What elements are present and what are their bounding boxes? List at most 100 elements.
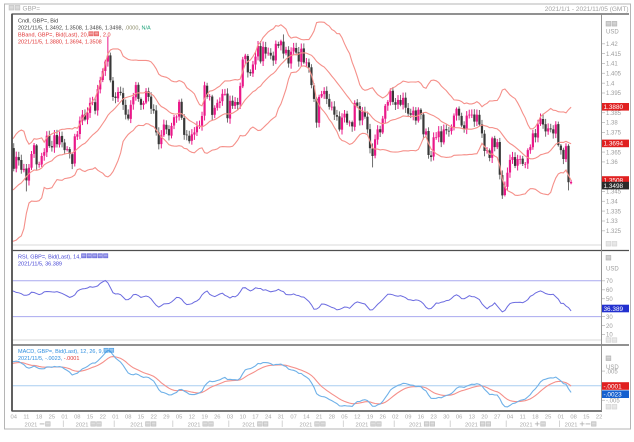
svg-text:MACD, GBP=, Bid(Last), 12, 26,: MACD, GBP=, Bid(Last), 12, 26, 9, (18, 349, 104, 355)
svg-text:09: 09 (405, 415, 411, 421)
svg-text:-.005: -.005 (606, 399, 620, 405)
svg-text:70: 70 (606, 279, 613, 285)
svg-text:1.3880: 1.3880 (604, 104, 624, 111)
svg-text:2021: 2021 (130, 423, 143, 429)
svg-text:1.3498: 1.3498 (604, 183, 624, 190)
svg-text:50: 50 (606, 297, 613, 303)
svg-text:1.4: 1.4 (606, 81, 615, 87)
svg-text:2021: 2021 (356, 423, 369, 429)
svg-text:1.365: 1.365 (606, 150, 622, 156)
svg-text:USD: USD (606, 365, 619, 371)
svg-text:1.3694: 1.3694 (604, 141, 624, 148)
svg-text:1.415: 1.415 (606, 52, 622, 58)
svg-text:BBand, GBP=, Bid(Last), 20,: BBand, GBP=, Bid(Last), 20, (18, 32, 89, 38)
svg-text:17: 17 (252, 415, 258, 421)
svg-text:2021/11/5, -.0023, -.0001: 2021/11/5, -.0023, -.0001 (18, 356, 79, 362)
svg-text:1.405: 1.405 (606, 72, 622, 78)
svg-text:11: 11 (23, 415, 29, 421)
svg-text:26: 26 (214, 415, 220, 421)
svg-text:29: 29 (163, 415, 169, 421)
svg-text:20: 20 (606, 324, 613, 330)
svg-text:24: 24 (265, 415, 272, 421)
svg-text:2021/11/5, 1.3880, 1.3694, 1.3: 2021/11/5, 1.3880, 1.3694, 1.3508 (18, 39, 102, 45)
svg-text:01: 01 (112, 415, 118, 421)
svg-text:2021/11/5, 36.389: 2021/11/5, 36.389 (18, 261, 62, 267)
svg-text:30: 30 (443, 415, 449, 421)
svg-text:1.34: 1.34 (606, 200, 618, 206)
svg-text:21: 21 (316, 415, 322, 421)
svg-text:RSI, GBP=, Bid(Last), 14,: RSI, GBP=, Bid(Last), 14, (18, 254, 81, 260)
svg-text:36.389: 36.389 (604, 306, 624, 313)
svg-text:60: 60 (606, 288, 613, 294)
svg-text:1.385: 1.385 (606, 111, 622, 117)
svg-text:2021: 2021 (242, 423, 255, 429)
svg-text:1.42: 1.42 (606, 42, 618, 48)
svg-text:2021: 2021 (188, 423, 201, 429)
svg-text:04: 04 (507, 415, 514, 421)
svg-text:-.0023: -.0023 (604, 392, 623, 399)
svg-text:1.38: 1.38 (606, 121, 618, 127)
svg-text:2021/1/1 - 2021/11/05 (GMT): 2021/1/1 - 2021/11/05 (GMT) (545, 6, 629, 13)
svg-text:06: 06 (456, 415, 462, 421)
svg-text:12: 12 (189, 415, 195, 421)
svg-text:2021: 2021 (465, 423, 478, 429)
svg-text:1.395: 1.395 (606, 91, 622, 97)
svg-text:15: 15 (87, 415, 93, 421)
svg-text:.005: .005 (606, 369, 618, 375)
svg-text:16: 16 (418, 415, 424, 421)
svg-text:1.3508: 1.3508 (604, 177, 624, 184)
svg-text:22: 22 (596, 415, 602, 421)
svg-text:18: 18 (36, 415, 42, 421)
svg-text:11: 11 (520, 415, 526, 421)
svg-text:10: 10 (239, 415, 245, 421)
svg-text:22: 22 (100, 415, 106, 421)
svg-text:GBP=: GBP= (23, 6, 41, 13)
svg-text:Cndl, GBP=, Bid: Cndl, GBP=, Bid (18, 18, 58, 24)
svg-text:2021: 2021 (409, 423, 422, 429)
svg-text:1.36: 1.36 (606, 160, 618, 166)
svg-text:01: 01 (61, 415, 67, 421)
svg-text:15: 15 (583, 415, 589, 421)
svg-text:31: 31 (278, 415, 284, 421)
svg-text:2021: 2021 (520, 423, 533, 429)
svg-text:1.345: 1.345 (606, 190, 622, 196)
svg-text:13: 13 (469, 415, 475, 421)
svg-text:1.325: 1.325 (606, 229, 622, 235)
svg-text:02: 02 (392, 415, 398, 421)
svg-text:07: 07 (290, 415, 296, 421)
svg-text:30: 30 (606, 315, 613, 321)
svg-text:23: 23 (430, 415, 436, 421)
svg-text:2021: 2021 (25, 423, 38, 429)
svg-text:2021: 2021 (300, 423, 313, 429)
svg-text:08: 08 (74, 415, 80, 421)
svg-text:-.0001: -.0001 (604, 383, 623, 390)
svg-text:04: 04 (10, 415, 17, 421)
svg-text:12: 12 (354, 415, 360, 421)
svg-text:08: 08 (125, 415, 131, 421)
svg-text:22: 22 (150, 415, 156, 421)
svg-text:14: 14 (303, 415, 310, 421)
svg-text:25: 25 (49, 415, 55, 421)
svg-text:03: 03 (227, 415, 233, 421)
svg-text:08: 08 (570, 415, 576, 421)
svg-text:19: 19 (367, 415, 373, 421)
svg-text:2021: 2021 (565, 423, 578, 429)
svg-text:2021/11/5, 1.3492, 1.3508, 1.3: 2021/11/5, 1.3492, 1.3508, 1.3486, 1.349… (18, 25, 151, 31)
svg-text:19: 19 (201, 415, 207, 421)
svg-text:25: 25 (545, 415, 551, 421)
svg-text:15: 15 (138, 415, 144, 421)
svg-text:05: 05 (341, 415, 347, 421)
svg-text:20: 20 (481, 415, 487, 421)
svg-text:1.41: 1.41 (606, 62, 618, 68)
svg-text:10: 10 (606, 333, 613, 339)
svg-text:1.33: 1.33 (606, 219, 618, 225)
svg-text:2021: 2021 (76, 423, 89, 429)
svg-text:05: 05 (176, 415, 182, 421)
svg-text:26: 26 (379, 415, 385, 421)
svg-text:28: 28 (329, 415, 335, 421)
svg-text:1.375: 1.375 (606, 131, 622, 137)
svg-text:USD: USD (606, 267, 619, 273)
svg-text:1.335: 1.335 (606, 209, 622, 215)
svg-text:18: 18 (532, 415, 538, 421)
svg-text:01: 01 (558, 415, 564, 421)
